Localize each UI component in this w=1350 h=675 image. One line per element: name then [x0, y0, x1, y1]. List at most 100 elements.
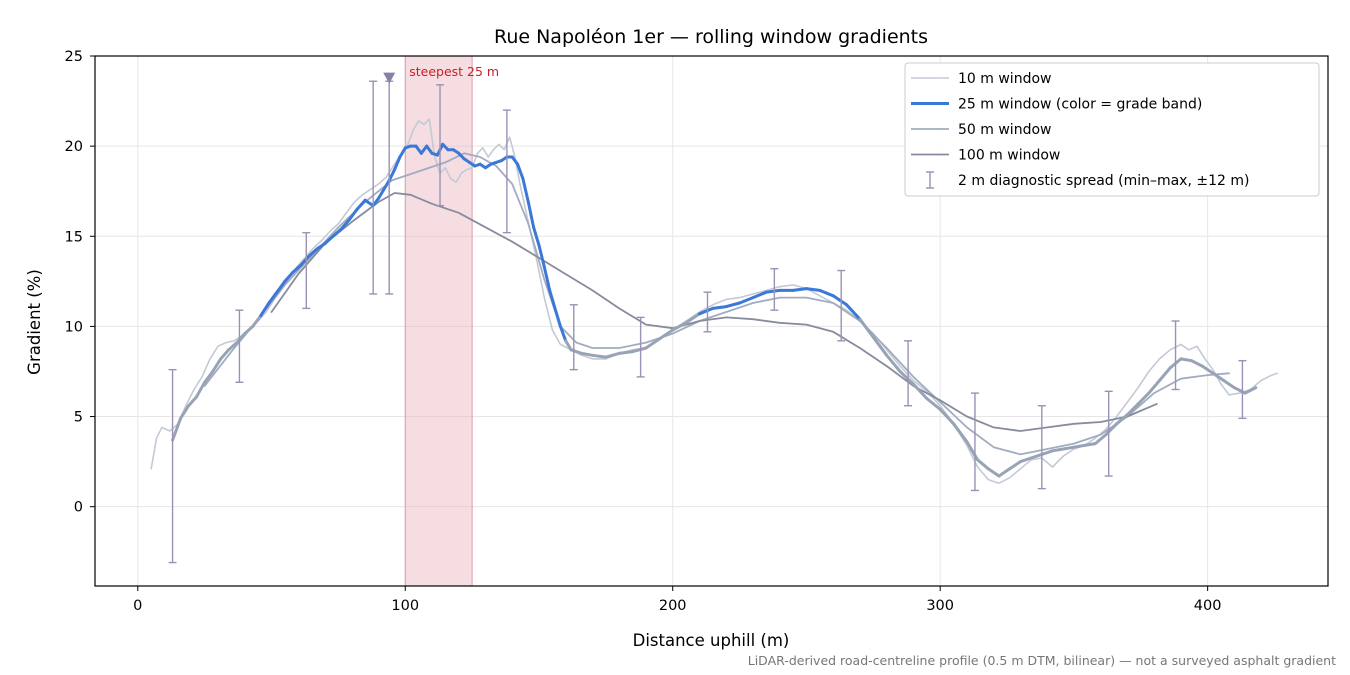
series-25m-window-segment [965, 440, 980, 462]
series-25m-window-segment [1115, 413, 1129, 426]
series-25m-window-segment [323, 234, 335, 245]
series-25m-window-segment [711, 305, 728, 310]
error-bar [168, 368, 177, 564]
series-25m-window-segment [738, 296, 755, 305]
series-25m-window-segment [1040, 449, 1054, 456]
plot-area: steepest 25 m 0 100 200 300 400 0 5 10 15 20 25 10 m… [65, 49, 1329, 614]
series-25m-window-segment [698, 306, 715, 316]
series-25m-window-segment [671, 321, 688, 332]
series-25m-window-segment [1072, 443, 1087, 449]
legend-label: 10 m window [958, 71, 1051, 87]
peak-marker-triangle [383, 72, 396, 84]
error-bar [1104, 390, 1113, 477]
series-25m-window-segment [1243, 386, 1258, 395]
y-tick-label: 10 [65, 319, 83, 335]
series-25m-window-segment [898, 370, 915, 386]
series-25m-window-segment [644, 337, 661, 350]
series-25m-window-segment [976, 458, 990, 471]
error-bar [636, 316, 645, 378]
series-25m-window-segment [307, 247, 319, 258]
series-25m-window-segment [211, 357, 223, 373]
legend-item: 10 m window [911, 71, 1051, 87]
y-tick-label: 0 [74, 500, 83, 516]
steepest-band [405, 56, 473, 586]
series-25m-window-segment [195, 380, 207, 399]
series-25m-window-segment [537, 243, 546, 269]
series-25m-window-segment [377, 187, 386, 200]
series-25m-window-segment [885, 353, 902, 373]
plot-frame [94, 55, 1329, 587]
series-25m-window-segment [751, 290, 768, 300]
series-25m-window-segment [997, 467, 1012, 478]
series-25m-window-segment [911, 382, 929, 400]
series-25m-window-segment [331, 227, 343, 238]
series-25m-window-segment [925, 397, 942, 411]
series-25m-window-segment [684, 312, 701, 325]
y-tick-label: 5 [74, 410, 83, 426]
series-group [150, 80, 1278, 564]
series-25m-window-segment [275, 279, 287, 294]
legend: 10 m window 25 m window (color = grade ba… [904, 62, 1320, 197]
error-bar [302, 231, 311, 310]
series-25m-window-segment [267, 290, 279, 305]
series-25m-window-segment [1093, 433, 1108, 446]
series-25m-window-segment [387, 168, 397, 182]
chart-title: Rue Napoléon 1er — rolling window gradie… [494, 26, 928, 48]
series-25m-window-segment [516, 162, 525, 181]
series-25m-window-segment [532, 225, 541, 247]
series-25m-window-segment [986, 467, 1001, 478]
series-25m-window-segment [1147, 379, 1161, 395]
series-25m-window-segment [791, 287, 808, 292]
steepest-annotation: steepest 25 m [409, 64, 499, 79]
series-25m-window-segment [580, 351, 594, 357]
series-25m-window-segment [1179, 357, 1194, 363]
series-25m-window-segment [1158, 366, 1172, 382]
error-bar [569, 304, 578, 371]
series-25m-window-segment [203, 370, 215, 384]
series-25m-window-segment [871, 335, 889, 357]
series-50m-window [203, 152, 1230, 456]
series-25m-window-segment [617, 350, 635, 355]
series-25m-window-segment [393, 155, 402, 172]
series-25m-window-segment [564, 339, 573, 352]
series-25m-window-segment [1061, 445, 1076, 451]
series-25m-window-segment [938, 407, 956, 426]
legend-label: 100 m window [958, 148, 1060, 164]
series-25m-window-segment [339, 218, 351, 231]
series-25m-window-segment [219, 348, 231, 361]
series-25m-window-segment [235, 332, 247, 345]
series-25m-window-segment [1018, 456, 1033, 464]
series-25m-window-segment [1222, 379, 1236, 390]
series-25m-window-segment [179, 404, 191, 420]
series-25m-window-segment [1136, 391, 1151, 406]
error-bar [703, 291, 712, 333]
series-25m-window-segment [804, 287, 822, 292]
error-bar [1171, 320, 1180, 391]
series-25m-window-segment [553, 306, 562, 328]
error-bar [235, 309, 244, 383]
series-25m-window-segment [187, 395, 199, 408]
series-25m-window-segment [1125, 402, 1140, 417]
series-25m-window-segment [657, 328, 675, 341]
series-25m-window-segment [521, 177, 530, 204]
error-bar [502, 109, 511, 234]
series-25m-window-segment [315, 242, 327, 251]
series-25m-window-segment [548, 288, 557, 310]
series-25m-window-segment [1083, 442, 1097, 447]
series-25m-window-segment [845, 303, 862, 321]
series-25m-window-segment [526, 200, 536, 229]
error-bar [1037, 405, 1046, 490]
series-25m-window-segment [831, 294, 849, 307]
series-25m-window-segment [1051, 447, 1065, 453]
series-25m-window-segment [604, 351, 621, 359]
series-25m-window-segment [251, 314, 263, 328]
series-25m-window-segment [1104, 422, 1119, 437]
legend-item: 2 m diagnostic spread (min–max, ±12 m) [926, 171, 1249, 189]
legend-box [904, 62, 1320, 197]
error-bar [837, 269, 846, 342]
series-25m-window-segment [347, 207, 359, 222]
series-25m-window-segment [1190, 359, 1204, 368]
x-axis-label: Distance uphill (m) [633, 631, 790, 650]
series-25m-window-segment [299, 254, 311, 267]
